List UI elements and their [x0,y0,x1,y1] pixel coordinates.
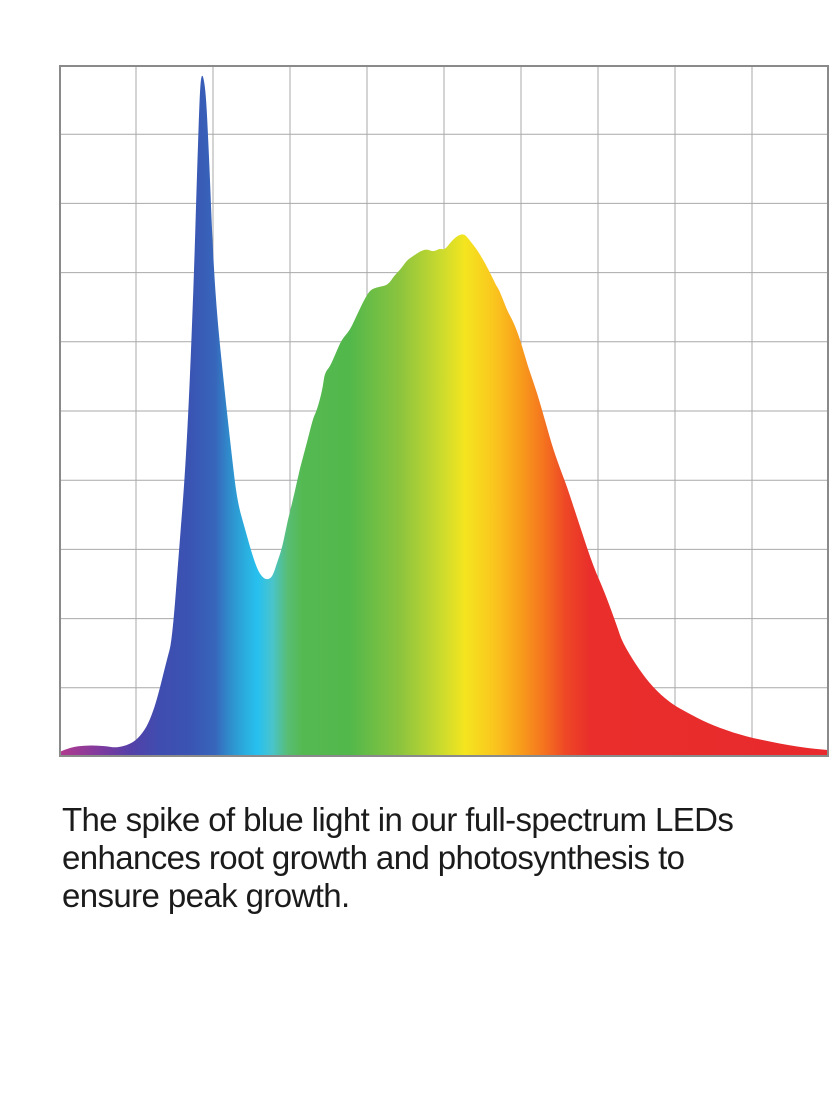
caption-line: ensure peak growth. [62,877,350,914]
caption-line: enhances root growth and photosynthesis … [62,839,685,876]
chart-caption: The spike of blue light in our full-spec… [62,801,792,915]
caption-line: The spike of blue light in our full-spec… [62,801,734,838]
chart-border [59,65,829,757]
spectrum-area [59,75,829,757]
spectrum-chart-svg [59,65,829,757]
spectrum-chart [59,65,829,757]
